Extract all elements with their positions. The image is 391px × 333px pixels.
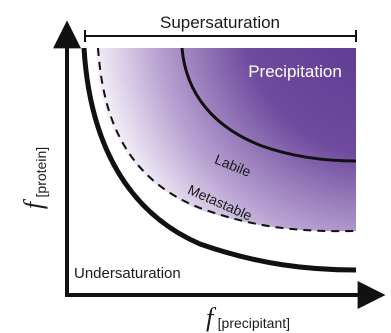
supersaturation-bracket	[84, 30, 357, 42]
precipitation-boundary-curve	[180, 47, 357, 163]
x-axis-symbol: f	[206, 303, 217, 332]
labile-metastable-boundary-curve	[97, 47, 357, 233]
solubility-curve	[81, 47, 357, 273]
y-axis-label: f [protein]	[19, 147, 49, 209]
supersaturation-label: Supersaturation	[160, 13, 280, 32]
svg-text:f [protein]: f [protein]	[19, 147, 49, 209]
x-axis-label: f [precipitant]	[206, 303, 290, 332]
precipitation-label: Precipitation	[248, 62, 342, 81]
y-axis-symbol: f	[19, 198, 48, 209]
undersaturation-label: Undersaturation	[74, 265, 181, 282]
x-axis-subscript: [precipitant]	[218, 315, 290, 331]
y-axis-subscript: [protein]	[33, 147, 49, 198]
supersaturation-region	[96, 48, 356, 232]
